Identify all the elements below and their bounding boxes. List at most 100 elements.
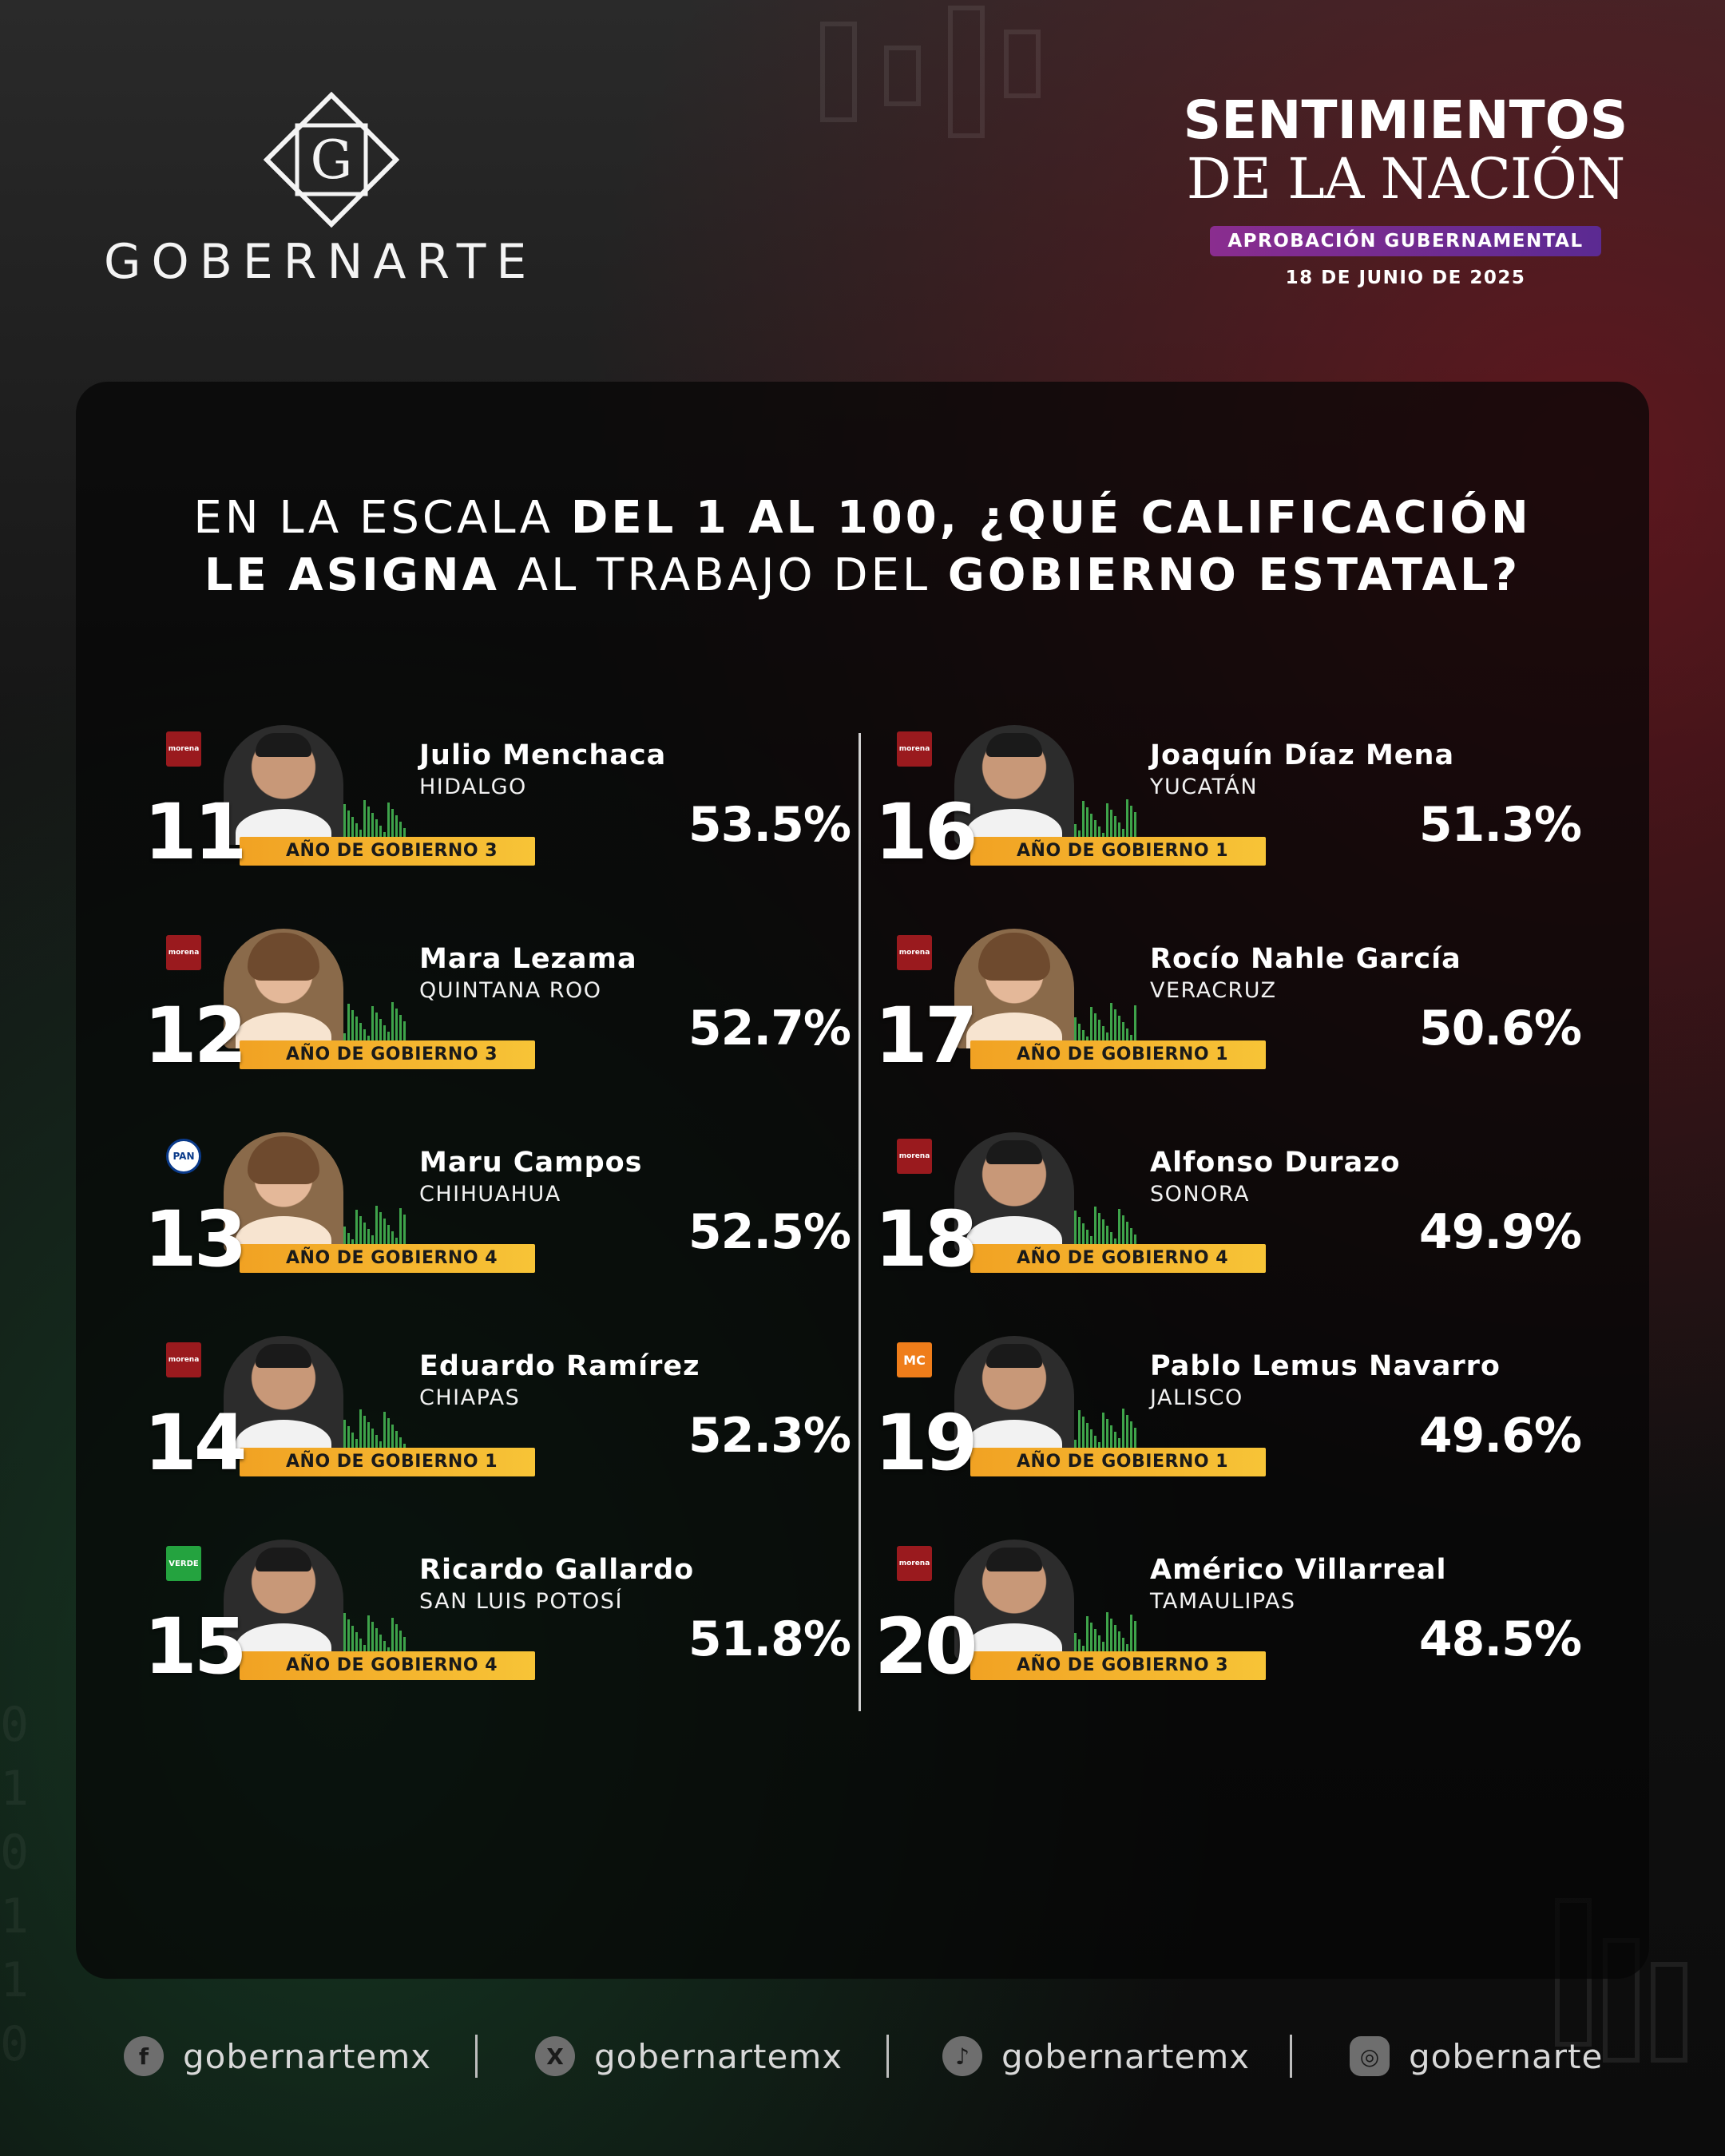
party-logo-icon: morena xyxy=(166,731,201,767)
party-logo-icon: morena xyxy=(897,1139,932,1174)
year-of-government-bar: AÑO DE GOBIERNO 4 xyxy=(970,1244,1266,1273)
state-name: CHIAPAS xyxy=(419,1385,521,1410)
rank-number: 14 xyxy=(144,1398,248,1488)
bar-label: DE GOBIERNO xyxy=(330,1044,486,1064)
governor-name: Mara Lezama xyxy=(419,943,637,975)
question-line-2: LE ASIGNA AL TRABAJO DEL GOBIERNO ESTATA… xyxy=(76,547,1649,604)
title-line-1: SENTIMIENTOS xyxy=(1183,89,1628,151)
bar-label: DE GOBIERNO xyxy=(1061,841,1216,861)
social-tiktok[interactable]: ♪ gobernartemx xyxy=(942,2028,1250,2084)
government-year: 1 xyxy=(1215,1044,1229,1064)
logo-text: GOBERNARTE xyxy=(104,234,537,290)
government-year: 3 xyxy=(485,841,498,861)
instagram-icon: ◎ xyxy=(1350,2036,1390,2076)
approval-score: 48.5% xyxy=(1418,1611,1582,1667)
social-facebook[interactable]: f gobernartemx xyxy=(124,2028,431,2084)
report-date: 18 DE JUNIO DE 2025 xyxy=(1285,268,1526,288)
government-year: 1 xyxy=(1215,841,1229,861)
governor-name: Eduardo Ramírez xyxy=(419,1350,700,1382)
ranking-entry: morena AÑO DE GOBIERNO 1 17 Rocío Nahle … xyxy=(874,921,1593,1080)
tiktok-icon: ♪ xyxy=(942,2036,982,2076)
social-handle[interactable]: gobernarte xyxy=(1409,2036,1604,2076)
governor-photo xyxy=(954,929,1074,1048)
state-name: YUCATÁN xyxy=(1150,775,1259,799)
question-text: EN LA ESCALA xyxy=(193,492,571,544)
social-handle[interactable]: gobernartemx xyxy=(1001,2036,1251,2076)
state-name: JALISCO xyxy=(1150,1385,1243,1410)
party-logo-icon: PAN xyxy=(166,1139,201,1174)
ranking-card: EN LA ESCALA DEL 1 AL 100, ¿QUÉ CALIFICA… xyxy=(76,382,1649,1979)
column-divider xyxy=(859,733,861,1711)
party-logo-icon: morena xyxy=(897,935,932,970)
bar-label: AÑO xyxy=(1017,1655,1061,1675)
title-line-2: DE LA NACIÓN xyxy=(1186,146,1625,212)
bar-label: AÑO xyxy=(286,1044,331,1064)
approval-score: 51.8% xyxy=(688,1611,851,1667)
bar-label: AÑO xyxy=(286,1655,331,1675)
rank-number: 19 xyxy=(874,1398,978,1488)
rank-number: 18 xyxy=(874,1195,978,1284)
bar-label: DE GOBIERNO xyxy=(330,1452,486,1472)
governor-name: Alfonso Durazo xyxy=(1150,1147,1401,1179)
governor-name: Joaquín Díaz Mena xyxy=(1150,739,1455,771)
approval-score: 49.9% xyxy=(1418,1204,1582,1260)
ranking-entry: morena AÑO DE GOBIERNO 1 14 Eduardo Ramí… xyxy=(144,1328,862,1488)
ranking-entry: morena AÑO DE GOBIERNO 3 20 Américo Vill… xyxy=(874,1532,1593,1691)
party-logo-icon: morena xyxy=(166,935,201,970)
social-handle[interactable]: gobernartemx xyxy=(183,2036,432,2076)
ranking-entry: morena AÑO DE GOBIERNO 3 12 Mara Lezama … xyxy=(144,921,862,1080)
ranking-entry: morena AÑO DE GOBIERNO 1 16 Joaquín Díaz… xyxy=(874,717,1593,877)
footer-separator xyxy=(475,2035,478,2078)
approval-score: 52.7% xyxy=(688,1001,851,1056)
facebook-icon: f xyxy=(124,2036,164,2076)
bar-label: AÑO xyxy=(286,1248,331,1268)
approval-score: 52.3% xyxy=(688,1408,851,1464)
year-of-government-bar: AÑO DE GOBIERNO 3 xyxy=(240,837,535,866)
footer-separator xyxy=(886,2035,889,2078)
approval-score: 49.6% xyxy=(1418,1408,1582,1464)
social-footer: f gobernartemx X gobernartemx ♪ gobernar… xyxy=(124,2028,1603,2084)
footer-separator xyxy=(1290,2035,1292,2078)
rank-number: 20 xyxy=(874,1602,978,1691)
bar-label: AÑO xyxy=(286,841,331,861)
report-title-block: SENTIMIENTOS DE LA NACIÓN APROBACIÓN GUB… xyxy=(1166,89,1645,289)
party-logo-icon: morena xyxy=(897,731,932,767)
svg-text:1: 1 xyxy=(0,1952,29,2008)
question-text: AL TRABAJO DEL xyxy=(500,549,948,601)
social-x[interactable]: X gobernartemx xyxy=(535,2028,843,2084)
approval-score: 51.3% xyxy=(1418,797,1582,853)
bar-label: AÑO xyxy=(1017,841,1061,861)
government-year: 4 xyxy=(1215,1248,1229,1268)
question-line-1: EN LA ESCALA DEL 1 AL 100, ¿QUÉ CALIFICA… xyxy=(76,489,1649,547)
ranking-entry: MC AÑO DE GOBIERNO 1 19 Pablo Lemus Nava… xyxy=(874,1328,1593,1488)
bar-label: DE GOBIERNO xyxy=(330,1248,486,1268)
bar-label: AÑO xyxy=(1017,1452,1061,1472)
governor-name: Rocío Nahle García xyxy=(1150,943,1461,975)
year-of-government-bar: AÑO DE GOBIERNO 4 xyxy=(240,1244,535,1273)
state-name: SAN LUIS POTOSÍ xyxy=(419,1589,623,1614)
bar-label: DE GOBIERNO xyxy=(1061,1655,1216,1675)
bar-label: DE GOBIERNO xyxy=(1061,1248,1216,1268)
party-logo-icon: morena xyxy=(897,1546,932,1581)
social-instagram[interactable]: ◎ gobernarte xyxy=(1350,2028,1603,2084)
year-of-government-bar: AÑO DE GOBIERNO 3 xyxy=(970,1651,1266,1680)
approval-score: 50.6% xyxy=(1418,1001,1582,1056)
government-year: 4 xyxy=(485,1655,498,1675)
governor-name: Maru Campos xyxy=(419,1147,643,1179)
rank-number: 12 xyxy=(144,991,248,1080)
category-badge: APROBACIÓN GUBERNAMENTAL xyxy=(1210,226,1601,256)
bar-label: AÑO xyxy=(1017,1248,1061,1268)
governor-name: Pablo Lemus Navarro xyxy=(1150,1350,1501,1382)
approval-score: 53.5% xyxy=(688,797,851,853)
governor-photo xyxy=(224,725,343,845)
governor-name: Ricardo Gallardo xyxy=(419,1554,695,1586)
bar-label: DE GOBIERNO xyxy=(330,841,486,861)
year-of-government-bar: AÑO DE GOBIERNO 1 xyxy=(970,837,1266,866)
year-of-government-bar: AÑO DE GOBIERNO 4 xyxy=(240,1651,535,1680)
bar-label: DE GOBIERNO xyxy=(1061,1044,1216,1064)
ranking-entry: morena AÑO DE GOBIERNO 4 18 Alfonso Dura… xyxy=(874,1124,1593,1284)
rank-number: 16 xyxy=(874,787,978,877)
rank-number: 13 xyxy=(144,1195,248,1284)
social-handle[interactable]: gobernartemx xyxy=(594,2036,843,2076)
ranking-entry: PAN AÑO DE GOBIERNO 4 13 Maru Campos CHI… xyxy=(144,1124,862,1284)
